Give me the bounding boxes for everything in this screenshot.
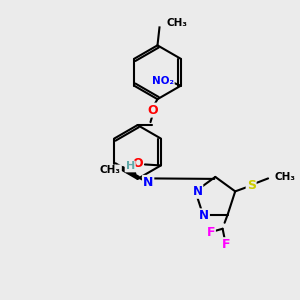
Text: CH₃: CH₃	[100, 165, 121, 176]
Text: H: H	[126, 161, 135, 171]
Text: CH₃: CH₃	[274, 172, 295, 182]
Text: F: F	[206, 226, 215, 239]
Text: N: N	[143, 176, 153, 189]
Text: N: N	[199, 209, 209, 222]
Text: O: O	[132, 157, 143, 170]
Text: S: S	[247, 179, 256, 192]
Text: F: F	[222, 238, 231, 251]
Text: N: N	[192, 185, 203, 198]
Text: CH₃: CH₃	[167, 18, 188, 28]
Text: NO₂: NO₂	[152, 76, 174, 86]
Text: O: O	[147, 103, 158, 117]
